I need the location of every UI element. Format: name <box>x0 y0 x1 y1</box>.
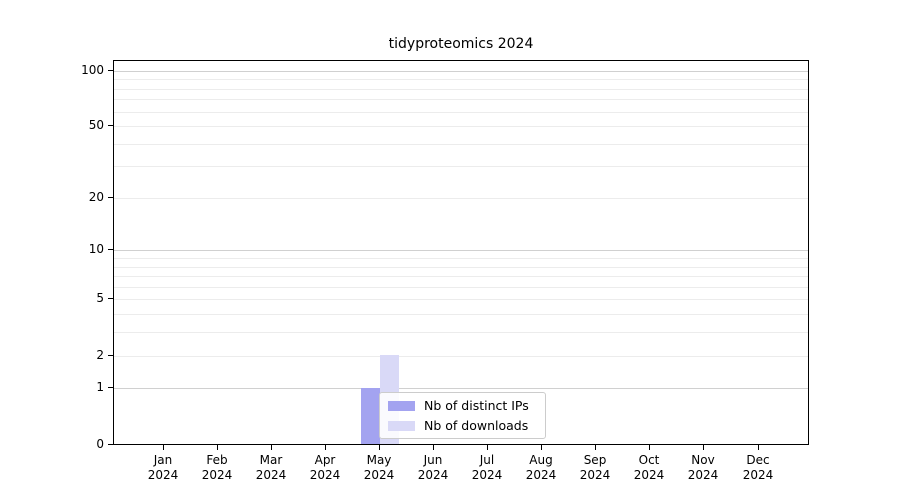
x-tick-mark <box>163 445 164 450</box>
minor-gridline <box>114 166 808 167</box>
major-gridline <box>114 250 808 251</box>
x-tick-label: Aug 2024 <box>525 453 557 482</box>
minor-gridline <box>114 112 808 113</box>
y-tick-label: 5 <box>96 291 104 305</box>
x-tick-mark <box>487 445 488 450</box>
x-tick-mark <box>217 445 218 450</box>
chart-title: tidyproteomics 2024 <box>388 36 534 52</box>
x-tick-label: Jul 2024 <box>471 453 503 482</box>
x-tick-label: Mar 2024 <box>255 453 287 482</box>
x-tick-mark <box>703 445 704 450</box>
legend-entry-label: Nb of downloads <box>424 418 529 433</box>
plot-area: Nb of distinct IPs Nb of downloads <box>113 60 809 445</box>
x-tick-mark <box>379 445 380 450</box>
minor-gridline <box>114 299 808 300</box>
x-tick-mark <box>325 445 326 450</box>
minor-gridline <box>114 79 808 80</box>
minor-gridline <box>114 287 808 288</box>
legend-entry: Nb of downloads <box>388 418 537 433</box>
minor-gridline <box>114 144 808 145</box>
x-tick-mark <box>271 445 272 450</box>
legend-swatch-icon <box>388 420 415 431</box>
x-tick-mark <box>595 445 596 450</box>
minor-gridline <box>114 276 808 277</box>
y-tick-mark <box>108 70 113 71</box>
y-tick-label: 2 <box>96 348 104 362</box>
legend-swatch-icon <box>388 400 415 411</box>
y-tick-label: 1 <box>96 380 104 394</box>
y-tick-label: 50 <box>88 118 104 132</box>
major-gridline <box>114 71 808 72</box>
x-tick-mark <box>649 445 650 450</box>
y-tick-label: 20 <box>88 190 104 204</box>
minor-gridline <box>114 99 808 100</box>
y-tick-mark <box>108 298 113 299</box>
minor-gridline <box>114 198 808 199</box>
x-tick-label: Apr 2024 <box>309 453 341 482</box>
minor-gridline <box>114 89 808 90</box>
y-tick-mark <box>108 387 113 388</box>
x-tick-label: Oct 2024 <box>633 453 665 482</box>
major-gridline <box>114 388 808 389</box>
legend: Nb of distinct IPs Nb of downloads <box>379 392 546 439</box>
legend-entry: Nb of distinct IPs <box>388 398 537 413</box>
x-tick-mark <box>541 445 542 450</box>
y-tick-label: 0 <box>96 437 104 451</box>
legend-entry-label: Nb of distinct IPs <box>424 398 529 413</box>
x-tick-label: Sep 2024 <box>579 453 611 482</box>
minor-gridline <box>114 314 808 315</box>
x-tick-mark <box>758 445 759 450</box>
minor-gridline <box>114 126 808 127</box>
minor-gridline <box>114 332 808 333</box>
x-tick-mark <box>433 445 434 450</box>
y-tick-mark <box>108 355 113 356</box>
minor-gridline <box>114 258 808 259</box>
x-tick-label: May 2024 <box>363 453 395 482</box>
y-tick-label: 10 <box>88 242 104 256</box>
y-tick-mark <box>108 197 113 198</box>
minor-gridline <box>114 267 808 268</box>
x-tick-label: Dec 2024 <box>742 453 774 482</box>
bar-nb-of-distinct-ips <box>361 387 381 444</box>
y-tick-mark <box>108 249 113 250</box>
y-tick-mark <box>108 125 113 126</box>
y-tick-label: 100 <box>81 63 104 77</box>
x-tick-label: Feb 2024 <box>201 453 233 482</box>
minor-gridline <box>114 356 808 357</box>
x-tick-label: Jan 2024 <box>147 453 179 482</box>
y-tick-mark <box>108 444 113 445</box>
x-tick-label: Nov 2024 <box>687 453 719 482</box>
x-tick-label: Jun 2024 <box>417 453 449 482</box>
